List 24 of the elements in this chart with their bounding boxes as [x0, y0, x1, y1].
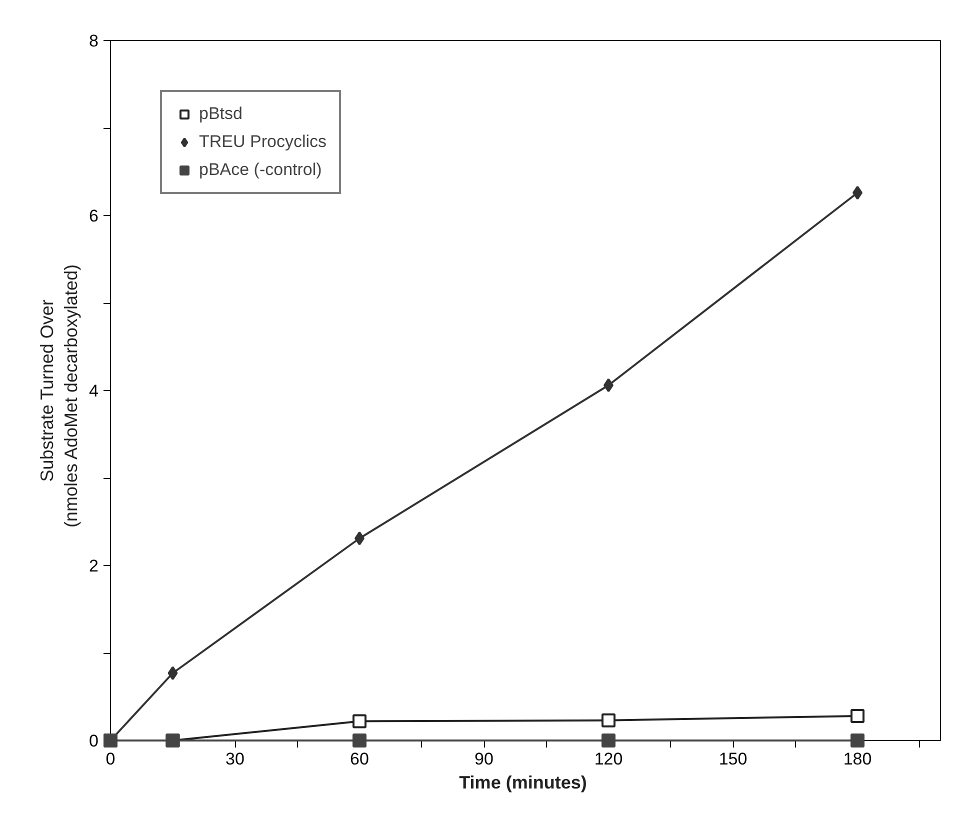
y-tick-label: 4	[89, 382, 99, 400]
y-tick-label: 6	[89, 206, 99, 226]
legend-label: pBtsd	[199, 104, 242, 124]
x-tick-label: 90	[474, 750, 494, 768]
legend-label: pBAce (-control)	[199, 160, 322, 180]
point	[850, 734, 864, 748]
x-tick-label: 120	[594, 750, 623, 768]
point	[352, 714, 366, 728]
point	[168, 666, 178, 680]
point	[602, 734, 616, 748]
x-tick-label: 60	[350, 750, 369, 768]
legend-label: TREU Procyclics	[199, 132, 327, 152]
point	[602, 713, 616, 728]
y-tick-label: 0	[89, 732, 99, 750]
x-tick-label: 180	[843, 750, 872, 768]
y-axis-title: Substrate Turned Over (nmoles AdoMet decarboxylated)	[37, 264, 82, 528]
point	[850, 709, 864, 723]
x-tick-label: 0	[106, 750, 116, 768]
x-axis-title: Time (minutes)	[459, 772, 587, 792]
y-tick-label: 2	[89, 556, 99, 576]
y-tick-label: 8	[89, 32, 99, 50]
x-tick-label: 30	[226, 750, 244, 768]
x-tick-label: 150	[718, 750, 748, 768]
point	[352, 734, 366, 748]
